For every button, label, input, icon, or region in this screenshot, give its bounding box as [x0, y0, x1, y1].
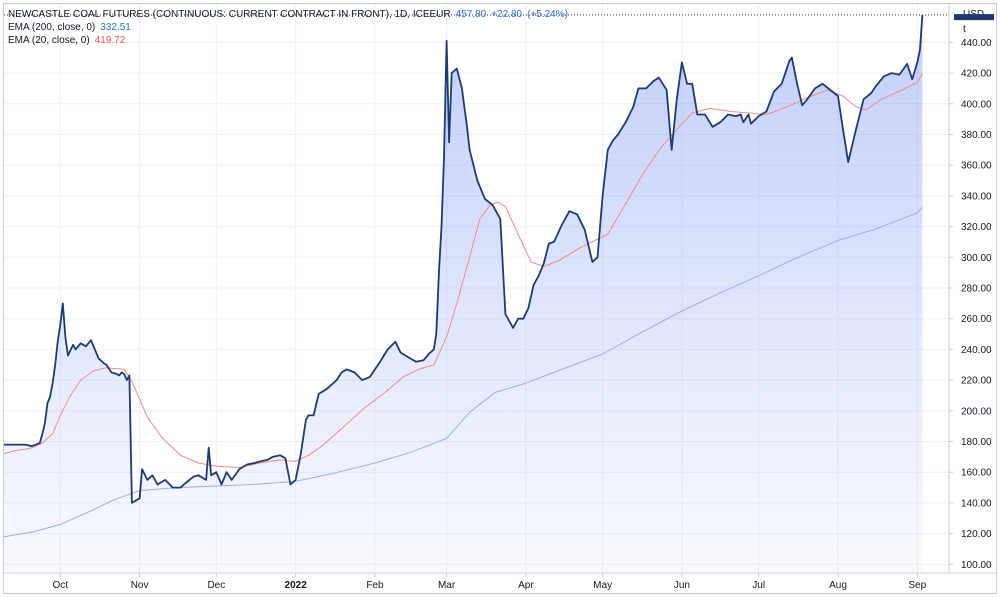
- series-title: NEWCASTLE COAL FUTURES (CONTINUOUS: CURR…: [8, 9, 451, 20]
- x-tick-label: Oct: [53, 580, 69, 591]
- x-tick-label: Aug: [829, 580, 847, 591]
- y-tick-label: 300.00: [961, 253, 992, 264]
- last-price: 457.80: [455, 9, 487, 20]
- y-tick-label: 120.00: [961, 529, 992, 540]
- y-tick-label: 160.00: [961, 468, 992, 479]
- x-tick-label: Dec: [207, 580, 225, 591]
- price-axis[interactable]: 100.00 120.00 140.00 160.00 180.00 200.00 220.…: [949, 38, 992, 571]
- y-tick-label: 420.00: [961, 69, 992, 80]
- unit-label: t: [963, 24, 966, 35]
- y-tick-label: 260.00: [961, 314, 992, 325]
- time-axis[interactable]: Oct Nov Dec 2022 Feb Mar Apr May Jun Jul Aug Sep: [53, 573, 927, 591]
- price-change-pct: (+5.24%): [527, 9, 568, 20]
- ema20-value: 419.72: [94, 35, 126, 46]
- y-tick-label: 440.00: [961, 38, 992, 49]
- ema20-line: [3, 73, 923, 469]
- x-tick-label: 2022: [285, 580, 308, 591]
- price-change: +22.80: [491, 9, 523, 20]
- x-tick-label: Feb: [366, 580, 384, 591]
- legend-ema200[interactable]: EMA (200, close, 0) 332.51: [8, 22, 136, 33]
- y-tick-label: 360.00: [961, 161, 992, 172]
- x-tick-label: Apr: [518, 580, 534, 591]
- y-tick-label: 280.00: [961, 284, 992, 295]
- x-tick-label: Jul: [752, 580, 765, 591]
- x-tick-label: Nov: [131, 580, 149, 591]
- x-tick-label: Sep: [908, 580, 926, 591]
- series-layer: [3, 14, 948, 573]
- y-tick-label: 240.00: [961, 345, 992, 356]
- ema20-label: EMA (20, close, 0): [8, 35, 90, 46]
- y-tick-label: 400.00: [961, 99, 992, 110]
- y-tick-label: 100.00: [961, 560, 992, 571]
- y-tick-label: 220.00: [961, 376, 992, 387]
- y-tick-label: 200.00: [961, 406, 992, 417]
- y-tick-label: 140.00: [961, 498, 992, 509]
- legend-main-series[interactable]: NEWCASTLE COAL FUTURES (CONTINUOUS: CURR…: [8, 9, 573, 20]
- y-tick-label: 380.00: [961, 130, 992, 141]
- price-area-fill: [4, 15, 923, 573]
- ema200-value: 332.51: [100, 22, 131, 33]
- last-price-tag: [954, 14, 994, 21]
- y-tick-label: 180.00: [961, 437, 992, 448]
- y-tick-label: 340.00: [961, 191, 992, 202]
- ema200-line: [3, 207, 923, 538]
- price-line: [4, 15, 924, 504]
- ema200-label: EMA (200, close, 0): [8, 22, 96, 33]
- x-tick-label: May: [593, 580, 612, 591]
- x-tick-label: Mar: [438, 580, 456, 591]
- y-tick-label: 320.00: [961, 222, 992, 233]
- x-tick-label: Jun: [674, 580, 690, 591]
- legend-ema20[interactable]: EMA (20, close, 0) 419.72: [8, 35, 130, 46]
- chart-panel[interactable]: [3, 3, 997, 594]
